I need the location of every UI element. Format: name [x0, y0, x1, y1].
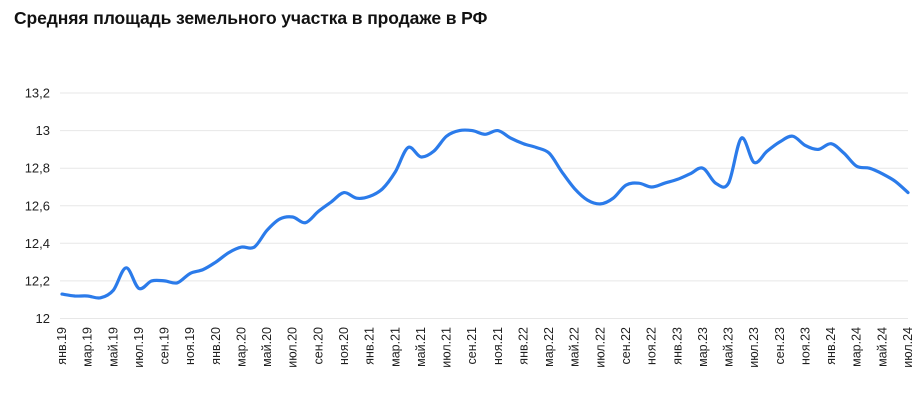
x-tick-label: мар.21	[388, 327, 402, 367]
y-tick-label: 13,2	[25, 86, 50, 101]
x-tick-label: мар.22	[542, 327, 556, 367]
x-tick-label: сен.20	[311, 327, 325, 365]
x-tick-label: май.19	[106, 327, 120, 367]
x-tick-label: янв.20	[209, 327, 223, 365]
x-tick-label: мар.24	[850, 327, 864, 367]
x-tick-label: июл.24	[901, 327, 915, 368]
series-line	[60, 128, 910, 300]
y-tick-label: 12,4	[25, 236, 50, 251]
x-tick-label: ноя.20	[337, 327, 351, 365]
chart-title: Средняя площадь земельного участка в про…	[14, 8, 488, 28]
x-axis-labels: янв.19 мар.19 май.19 июл.19 сен.19 ноя.19 янв.…	[55, 327, 915, 368]
x-tick-label: янв.24	[824, 327, 838, 365]
y-tick-label: 12	[36, 311, 50, 326]
y-tick-label: 13	[36, 123, 50, 138]
x-tick-label: мар.23	[696, 327, 710, 367]
y-tick-label: 12,2	[25, 273, 50, 288]
x-tick-label: май.20	[260, 327, 274, 367]
x-tick-label: сен.23	[773, 327, 787, 365]
x-tick-label: июл.20	[286, 327, 300, 368]
x-tick-label: ноя.22	[645, 327, 659, 365]
y-tick-label: 12,8	[25, 161, 50, 176]
x-tick-label: янв.23	[670, 327, 684, 365]
x-tick-label: сен.19	[158, 327, 172, 365]
x-tick-label: янв.22	[517, 327, 531, 365]
x-tick-label: май.21	[414, 327, 428, 367]
x-tick-label: ноя.21	[491, 327, 505, 365]
x-tick-label: июл.21	[440, 327, 454, 368]
x-tick-label: май.24	[875, 327, 889, 367]
x-tick-label: мар.20	[235, 327, 249, 367]
x-tick-label: янв.21	[363, 327, 377, 365]
x-tick-label: мар.19	[81, 327, 95, 367]
x-tick-label: май.22	[568, 327, 582, 367]
x-tick-label: сен.22	[619, 327, 633, 365]
x-tick-label: июл.23	[747, 327, 761, 368]
x-tick-label: ноя.23	[799, 327, 813, 365]
x-tick-label: сен.21	[465, 327, 479, 365]
x-tick-label: июл.19	[132, 327, 146, 368]
x-tick-label: янв.19	[55, 327, 69, 365]
x-tick-label: июл.22	[593, 327, 607, 368]
y-axis-labels: 13,2 13 12,8 12,6 12,4 12,2 12	[25, 86, 50, 327]
x-tick-label: ноя.19	[183, 327, 197, 365]
x-tick-label: май.23	[722, 327, 736, 367]
y-tick-label: 12,6	[25, 198, 50, 213]
gridlines	[60, 92, 908, 319]
